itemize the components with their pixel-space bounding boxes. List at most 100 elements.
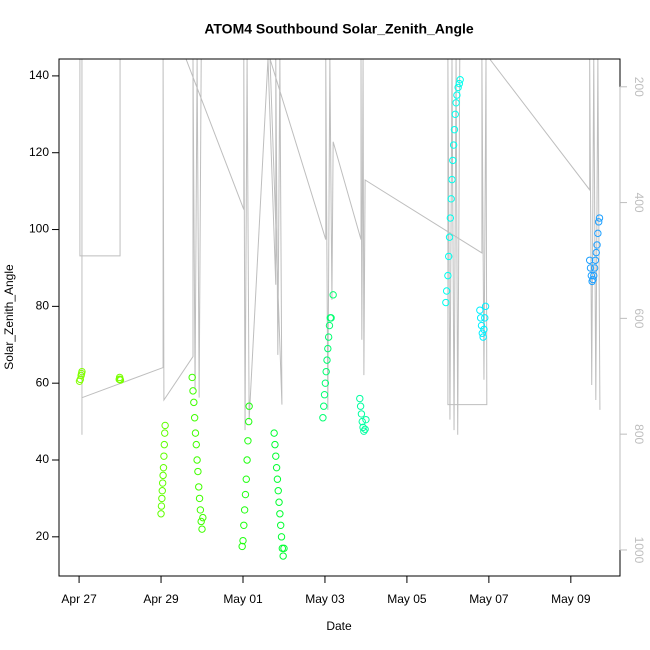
y-tick-label: 20: [36, 529, 50, 543]
data-point: [242, 475, 250, 483]
data-point: [116, 376, 125, 384]
data-point: [272, 452, 280, 460]
data-point: [442, 287, 451, 295]
data-point: [198, 525, 206, 533]
data-point: [594, 218, 603, 226]
data-point: [589, 275, 597, 284]
data-point: [191, 429, 200, 437]
data-point: [356, 394, 364, 403]
data-point: [481, 302, 490, 311]
data-point: [158, 487, 166, 495]
data-point: [157, 510, 165, 518]
data-point: [358, 417, 366, 426]
data-point: [591, 256, 600, 264]
plot-box: [58, 58, 621, 577]
data-point: [160, 452, 168, 460]
data-point: [449, 156, 457, 165]
data-point: [480, 325, 488, 334]
data-point: [199, 513, 207, 522]
data-point: [238, 542, 246, 551]
data-point: [188, 373, 196, 382]
data-point: [78, 367, 86, 376]
data-point: [595, 214, 604, 222]
y2-tick-label: 1000: [632, 537, 646, 564]
data-point: [195, 494, 204, 503]
data-point: [276, 521, 285, 529]
data-point: [476, 314, 485, 322]
data-point: [274, 487, 282, 495]
x-tick-label: May 07: [469, 592, 509, 606]
data-point: [452, 99, 460, 107]
data-point: [322, 367, 330, 376]
y-tick-label: 120: [29, 145, 49, 159]
data-point: [481, 314, 489, 322]
data-point: [270, 429, 278, 437]
data-point: [189, 387, 197, 395]
data-point: [476, 306, 484, 314]
data-point: [161, 429, 169, 437]
data-point: [319, 414, 327, 422]
data-point: [195, 483, 203, 491]
data-point: [451, 110, 459, 119]
data-point: [446, 214, 455, 222]
data-point: [448, 175, 456, 184]
data-point: [160, 440, 169, 449]
data-point: [243, 456, 251, 464]
data-point: [478, 329, 487, 337]
data-point: [244, 437, 252, 445]
data-point: [453, 91, 461, 99]
data-point: [273, 475, 282, 483]
data-point: [271, 440, 279, 449]
data-point: [454, 83, 462, 92]
y2-tick-label: 600: [632, 308, 646, 328]
data-point: [329, 291, 337, 299]
data-point: [190, 414, 199, 422]
data-point: [456, 76, 464, 84]
data-point: [444, 271, 452, 280]
data-point: [157, 502, 166, 510]
data-point: [357, 410, 366, 418]
data-point: [590, 271, 598, 280]
data-point: [239, 536, 247, 545]
data-point: [276, 510, 284, 518]
data-point: [356, 402, 365, 410]
data-point: [275, 498, 283, 506]
data-point: [325, 321, 334, 330]
data-point: [324, 333, 333, 341]
y-tick-label: 140: [29, 68, 49, 82]
data-point: [241, 490, 250, 499]
data-point: [321, 379, 330, 387]
data-point: [327, 314, 335, 322]
y-tick-label: 40: [36, 452, 50, 466]
data-point: [158, 494, 166, 503]
x-tick-label: May 01: [223, 592, 263, 606]
y2-tick-label: 400: [632, 193, 646, 213]
data-point: [280, 544, 288, 553]
x-tick-label: Apr 27: [61, 592, 97, 606]
y2-tick-label: 200: [632, 77, 646, 97]
data-point: [585, 256, 594, 264]
y-axis-label: Solar_Zenith_Angle: [2, 264, 16, 370]
data-point: [594, 229, 602, 238]
data-point: [277, 533, 286, 541]
data-point: [445, 233, 454, 241]
data-point: [194, 467, 202, 476]
data-point: [159, 463, 168, 472]
data-point: [586, 264, 595, 272]
line-layer: [79, 59, 601, 435]
x-tick-label: Apr 29: [143, 592, 179, 606]
data-point: [324, 344, 332, 353]
data-point: [592, 248, 600, 257]
data-point: [362, 415, 370, 424]
data-point: [190, 398, 198, 407]
data-point: [196, 506, 205, 514]
data-point: [192, 440, 200, 449]
x-tick-label: May 05: [387, 592, 427, 606]
data-point: [590, 264, 599, 272]
data-point: [477, 321, 486, 330]
data-point: [361, 425, 369, 433]
y2-tick-label: 800: [632, 424, 646, 444]
data-point: [240, 521, 248, 529]
data-point: [272, 463, 281, 472]
